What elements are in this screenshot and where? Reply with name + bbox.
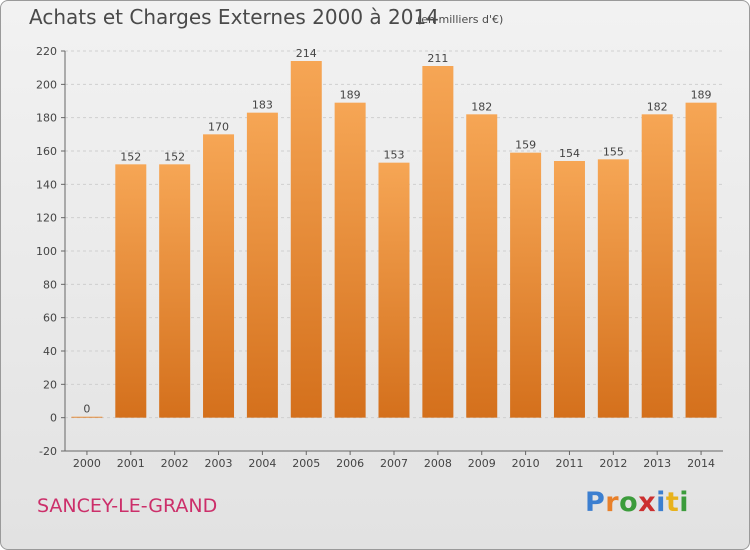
y-tick-label: 220 [36,45,57,58]
bar [553,161,585,418]
y-tick-label: 180 [36,112,57,125]
bar-value-label: 159 [515,139,536,152]
bar [597,159,629,418]
bar [378,162,410,418]
bar [203,134,235,418]
bar [290,61,322,418]
x-tick-label: 2000 [73,457,101,470]
bar [159,164,191,418]
x-tick-label: 2004 [248,457,276,470]
x-tick-label: 2014 [687,457,715,470]
proxiti-logo: Proxiti [585,487,689,518]
logo-letter: o [619,487,639,518]
bar-value-label: 182 [647,100,668,113]
y-tick-label: 160 [36,145,57,158]
x-tick-label: 2006 [336,457,364,470]
y-tick-label: 140 [36,178,57,191]
bar-value-label: 153 [384,149,405,162]
y-tick-label: 60 [43,312,57,325]
chart-title: Achats et Charges Externes 2000 à 2014 [29,5,439,29]
x-tick-label: 2002 [161,457,189,470]
bar-value-label: 152 [164,150,185,163]
logo-letter: i [679,487,690,518]
bar [71,416,103,418]
bar-value-label: 189 [340,89,361,102]
chart-subtitle: (en milliers d'€) [417,13,504,26]
x-tick-label: 2013 [643,457,671,470]
bar [334,102,366,418]
bar-value-label: 182 [471,100,492,113]
logo-letter: x [638,487,657,518]
bar-value-label: 155 [603,145,624,158]
y-tick-label: 40 [43,345,57,358]
x-tick-label: 2011 [555,457,583,470]
y-tick-label: 100 [36,245,57,258]
bar-value-label: 0 [83,403,90,416]
bar [115,164,147,418]
x-tick-label: 2007 [380,457,408,470]
y-tick-label: 0 [50,412,57,425]
bar-value-label: 154 [559,147,580,160]
logo-letter: t [665,487,680,518]
bar [510,152,542,418]
y-tick-label: 80 [43,278,57,291]
bar-value-label: 211 [427,52,448,65]
x-tick-label: 2009 [468,457,496,470]
y-tick-label: 200 [36,78,57,91]
y-tick-label: 120 [36,212,57,225]
bar [685,102,717,418]
bar [246,112,278,418]
bar-value-label: 214 [296,47,317,60]
y-tick-label: 20 [43,378,57,391]
x-tick-label: 2005 [292,457,320,470]
x-tick-label: 2010 [512,457,540,470]
x-tick-label: 2001 [117,457,145,470]
logo-letter: r [605,487,620,518]
logo-letter: i [656,487,666,518]
x-tick-label: 2003 [205,457,233,470]
bar-value-label: 152 [120,150,141,163]
bar-value-label: 183 [252,99,273,112]
bar [466,114,498,418]
bar [422,66,454,418]
x-tick-label: 2012 [599,457,627,470]
bar [641,114,673,418]
logo-letter: P [585,487,606,518]
city-name: SANCEY-LE-GRAND [37,495,218,517]
bar-value-label: 189 [691,89,712,102]
x-tick-label: 2008 [424,457,452,470]
y-tick-label: -20 [39,445,57,458]
bar-value-label: 170 [208,120,229,133]
